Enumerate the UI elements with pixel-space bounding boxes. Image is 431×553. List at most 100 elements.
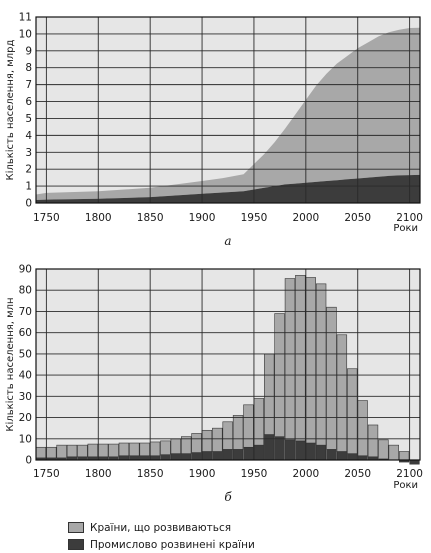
panel1-y-tick-label: 7 — [25, 79, 32, 91]
panel2-y-tick-label: 50 — [19, 348, 32, 360]
panel2-y-tick-label: 40 — [19, 370, 32, 382]
panel1-y-tick-label: 8 — [25, 62, 32, 74]
panel1-frame — [35, 16, 421, 204]
panel2-y-tick-label: 10 — [19, 433, 32, 445]
bar-industrial — [326, 449, 337, 461]
panel2-label: б — [224, 490, 232, 504]
bar-developing — [243, 404, 254, 448]
bar-industrial — [191, 452, 202, 461]
panel1-y-tick-label: 5 — [25, 113, 32, 125]
bar-industrial — [160, 454, 171, 461]
bar-developing — [180, 436, 192, 454]
bar-developing — [315, 283, 327, 446]
panel1-y-tick-label: 6 — [25, 96, 32, 108]
bar-industrial — [357, 455, 368, 461]
panel1-y-tick-label: 2 — [25, 164, 32, 176]
panel2-x-tick-label: 2100 — [396, 468, 423, 480]
bar-developing — [46, 446, 57, 459]
bar-developing — [35, 446, 47, 459]
bar-developing — [170, 438, 181, 454]
bar-industrial — [305, 442, 316, 461]
bar-industrial — [149, 455, 161, 461]
bar-developing — [264, 353, 275, 435]
panel1-x-axis-title: Роки — [393, 223, 418, 234]
bar-industrial — [274, 436, 285, 461]
panel1-y-tick-label: 4 — [25, 130, 32, 142]
bar-industrial — [284, 439, 296, 461]
bar-industrial — [316, 444, 327, 461]
bar-developing — [305, 277, 316, 444]
bar-industrial — [347, 453, 358, 461]
bar-developing — [191, 433, 202, 453]
legend-swatch-developing — [68, 522, 84, 533]
bar-industrial — [295, 440, 306, 461]
panel1-x-tick-label: 2050 — [344, 212, 371, 224]
bar-developing — [284, 278, 296, 441]
bar-developing — [232, 415, 244, 450]
panel2-y-axis-title: Кількість населення, млн — [4, 297, 16, 431]
panel1-area-industrial — [36, 174, 420, 203]
panel1-x-tick-label: 1950 — [241, 212, 268, 224]
panel1-x-tick-label: 1800 — [85, 212, 112, 224]
panel2-x-tick-label: 1950 — [241, 468, 268, 480]
legend-label-developing: Країни, що розвиваються — [90, 521, 232, 534]
panel1-marks — [36, 27, 420, 203]
bar-developing — [326, 306, 337, 450]
bar-industrial — [243, 447, 254, 461]
bar-developing — [336, 334, 348, 452]
legend-item-developing: Країни, що розвиваються — [68, 519, 255, 536]
bar-developing — [367, 424, 379, 458]
bar-industrial — [170, 453, 181, 461]
bar-developing — [66, 444, 78, 458]
legend-swatch-industrial — [68, 539, 84, 550]
bar-industrial — [129, 455, 140, 461]
panel1-y-axis-title: Кількість населення, млрд — [4, 39, 16, 180]
bar-industrial — [181, 453, 192, 461]
bar-developing — [398, 451, 410, 461]
bar-developing — [118, 442, 130, 457]
panel1-area-developing — [36, 27, 420, 200]
panel1-x-tick-label: 1900 — [189, 212, 216, 224]
legend-item-industrial: Промислово розвинені країни — [68, 536, 255, 553]
bar-developing — [347, 368, 358, 454]
legend: Країни, що розвиваються Промислово розви… — [68, 519, 255, 553]
bar-industrial — [409, 459, 420, 465]
legend-label-industrial: Промислово розвинені країни — [90, 538, 255, 551]
bar-industrial — [118, 455, 130, 461]
bar-developing — [253, 398, 265, 446]
bar-developing — [357, 400, 368, 457]
panel2-x-tick-label: 1900 — [189, 468, 216, 480]
bar-developing — [108, 443, 119, 458]
panel2-y-tick-label: 0 — [25, 455, 32, 467]
panel1-x-tick-label: 2100 — [396, 212, 423, 224]
panel1-x-tick-label: 1850 — [137, 212, 164, 224]
bar-developing — [139, 442, 150, 457]
bar-industrial — [201, 451, 213, 461]
panel2-x-axis-title: Роки — [393, 480, 418, 491]
panel1-y-tick-label: 3 — [25, 147, 32, 159]
bar-developing — [295, 275, 306, 442]
panel1-x-tick-label: 1750 — [33, 212, 60, 224]
panel2-y-tick-label: 60 — [19, 327, 32, 339]
bar-industrial — [336, 451, 347, 461]
panel2-y-tick-label: 80 — [19, 285, 32, 297]
panel2-x-tick-label: 2050 — [344, 468, 371, 480]
bar-developing — [97, 443, 109, 458]
bar-industrial — [212, 451, 223, 461]
bar-developing — [201, 429, 213, 452]
bar-developing — [87, 443, 98, 458]
panel2-y-tick-label: 90 — [19, 264, 32, 276]
panel2-y-tick-label: 30 — [19, 391, 32, 403]
bar-developing — [388, 444, 399, 461]
panel1-y-tick-label: 1 — [25, 181, 32, 193]
panel2-x-tick-label: 2000 — [292, 468, 319, 480]
panel1-y-tick-label: 9 — [25, 45, 32, 57]
bar-industrial — [232, 449, 244, 461]
bar-industrial — [222, 449, 233, 461]
panel1-y-tick-label: 0 — [25, 198, 32, 210]
panel2-x-tick-label: 1800 — [85, 468, 112, 480]
bar-industrial — [253, 444, 264, 461]
panel2-x-tick-label: 1850 — [137, 468, 164, 480]
panel2-x-tick-label: 1750 — [33, 468, 60, 480]
